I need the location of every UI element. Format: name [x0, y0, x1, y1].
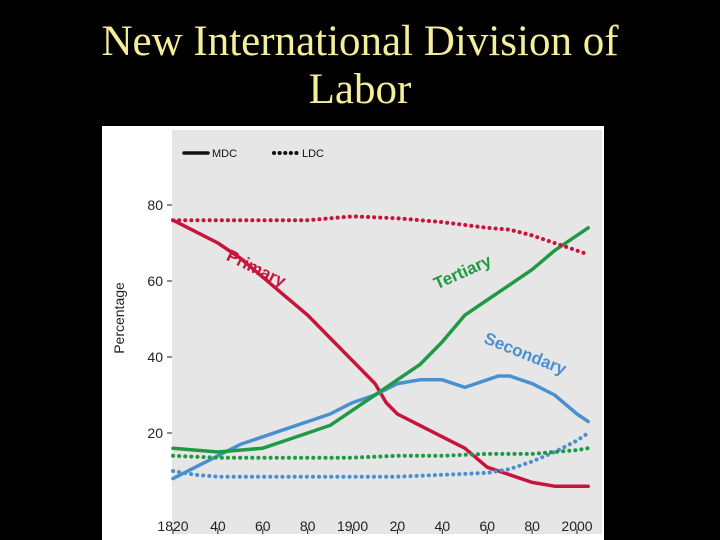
slide-title: New International Division of Labor: [0, 18, 720, 114]
x-tick-label: 2000: [561, 518, 592, 534]
slide-title-line-2: Labor: [308, 66, 412, 113]
series-line-mdc-secondary: [171, 374, 590, 481]
y-axis-label-group: Percentage: [111, 282, 127, 354]
y-tick-label: 60: [147, 273, 163, 289]
x-tick-label: 40: [435, 518, 451, 534]
y-tick-label: 80: [147, 197, 163, 213]
y-tick-label: 40: [147, 349, 163, 365]
x-tick-label: 20: [390, 518, 406, 534]
series-lines: [171, 214, 591, 488]
plot-background: [172, 130, 602, 534]
series-line-mdc-tertiary: [171, 226, 590, 454]
y-axis-label: Percentage: [111, 282, 127, 354]
x-tick-label: 40: [210, 518, 226, 534]
slide-title-line-1: New International Division of: [101, 18, 619, 65]
series-line-ldc-tertiary: [171, 446, 591, 460]
labor-chart: Percentage 20 40 60 80 1820 40 60 80 1900 20 40 60 8…: [111, 130, 602, 534]
x-tick-label: 80: [524, 518, 540, 534]
series-line-mdc-primary: [171, 218, 590, 488]
x-tick-label: 60: [479, 518, 495, 534]
x-tick-label: 1900: [337, 518, 368, 534]
axis-ticks: 20 40 60 80 1820 40 60 80 1900 20 40 60 80 2000: [147, 197, 593, 534]
legend-label-mdc: MDC: [212, 148, 237, 160]
x-tick-label: 1820: [157, 518, 188, 534]
chart-figure: Percentage 20 40 60 80 1820 40 60 80 1900 20 40 60 8…: [102, 126, 604, 540]
legend-label-ldc: LDC: [302, 148, 324, 160]
legend: MDC LDC: [182, 148, 324, 160]
y-tick-label: 20: [147, 425, 163, 441]
x-tick-label: 60: [255, 518, 271, 534]
x-tick-label: 80: [300, 518, 316, 534]
series-line-ldc-primary: [171, 214, 591, 257]
